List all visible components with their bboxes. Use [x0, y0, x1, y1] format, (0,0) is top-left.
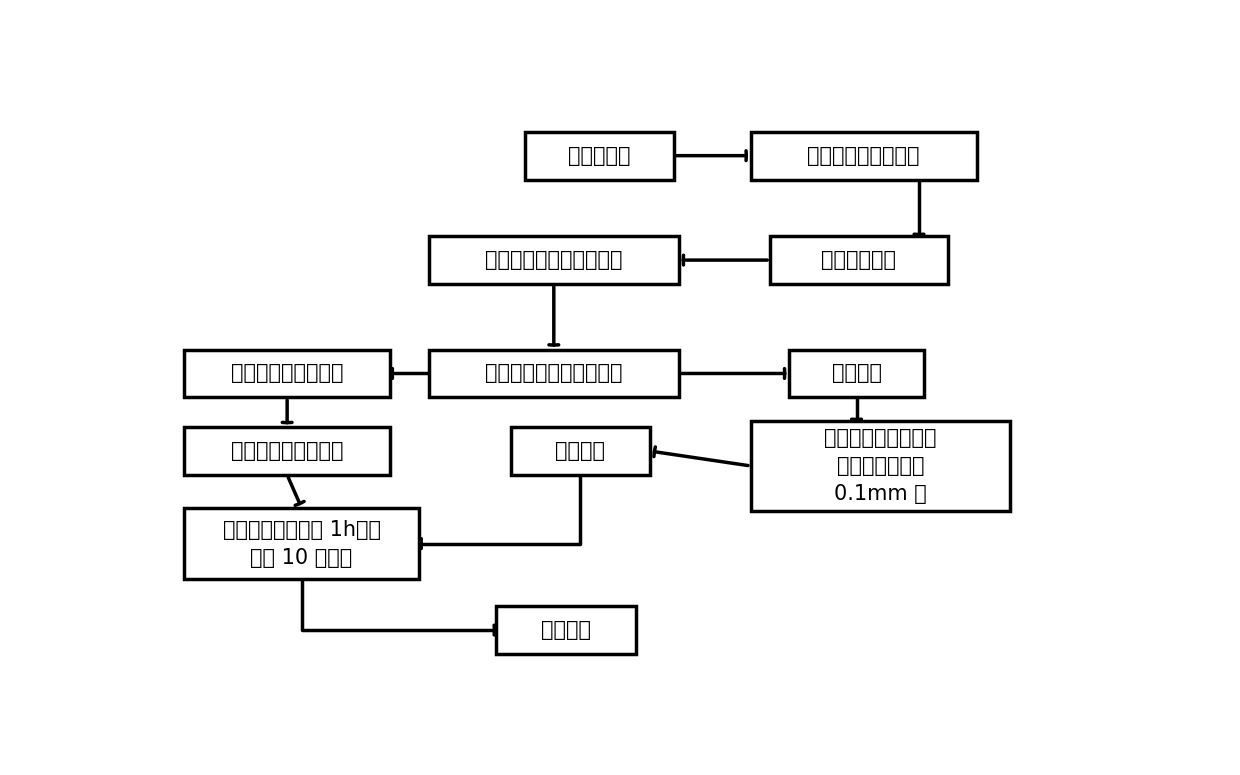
Text: 安装磁测设备，计算位矢: 安装磁测设备，计算位矢: [485, 250, 622, 270]
Text: 模拟地质体: 模拟地质体: [568, 146, 631, 166]
Bar: [496, 606, 635, 654]
Text: 记录信号接收器数值: 记录信号接收器数值: [231, 441, 343, 461]
Bar: [751, 422, 1011, 511]
Bar: [525, 132, 675, 180]
Bar: [184, 350, 391, 398]
Text: 分组实验，组间隔 1h，共
进行 10 组实验: 分组实验，组间隔 1h，共 进行 10 组实验: [222, 519, 381, 567]
Bar: [789, 350, 924, 398]
Text: 布设监测点、参考点: 布设监测点、参考点: [807, 146, 920, 166]
Text: 通过调整电磁铁电流
强度调整精度至
0.1mm 级: 通过调整电磁铁电流 强度调整精度至 0.1mm 级: [825, 428, 936, 504]
Text: 依次接通电磁铁电源: 依次接通电磁铁电源: [231, 363, 343, 384]
Bar: [429, 236, 678, 284]
Text: 得到精度: 得到精度: [832, 363, 882, 384]
Text: 模拟实验: 模拟实验: [556, 441, 605, 461]
Text: 对比初始位矢与计算位矢: 对比初始位矢与计算位矢: [485, 363, 622, 384]
Text: 记录初始位矢: 记录初始位矢: [821, 250, 897, 270]
Bar: [770, 236, 947, 284]
Bar: [184, 427, 391, 475]
Bar: [511, 427, 650, 475]
Bar: [751, 132, 977, 180]
Bar: [184, 508, 419, 580]
Bar: [429, 350, 678, 398]
Text: 得出轨迹: 得出轨迹: [541, 620, 590, 640]
